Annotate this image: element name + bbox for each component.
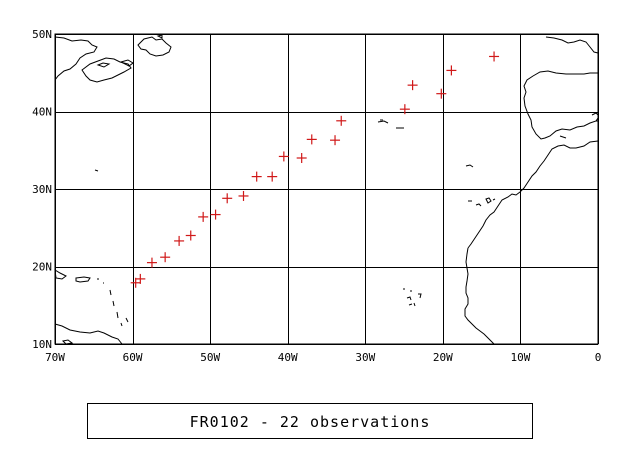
y-tick-label: 40N [32, 106, 52, 119]
observation-marker-4 [160, 252, 171, 263]
observation-marker-3 [146, 257, 157, 268]
coastline-cape-breton [119, 59, 134, 67]
coastline-iberia [523, 70, 599, 140]
coastline-puerto-rico [75, 276, 91, 283]
observation-marker-21 [446, 65, 457, 76]
y-axis-tick-labels: 10N 20N 30N 40N 50N [32, 28, 52, 351]
x-tick-label: 50W [200, 351, 220, 364]
coastline-pei [96, 62, 111, 68]
coastline-gibraltar [559, 135, 567, 139]
x-tick-label: 40W [278, 351, 298, 364]
x-tick-label: 20W [433, 351, 453, 364]
observation-marker-13 [278, 151, 289, 162]
x-tick-label: 30W [355, 351, 375, 364]
observation-marker-15 [306, 134, 317, 145]
observation-marker-20 [436, 88, 447, 99]
caption-text: FR0102 - 22 observations [189, 413, 431, 431]
island-madeira [465, 164, 474, 168]
observation-marker-5 [174, 235, 185, 246]
x-tick-label: 60W [123, 351, 143, 364]
observation-marker-19 [407, 80, 418, 91]
observation-marker-8 [210, 209, 221, 220]
observation-markers [130, 51, 500, 288]
y-tick-label: 50N [32, 28, 52, 41]
coastline-west-africa [464, 247, 495, 345]
coastline-small-island [156, 34, 163, 39]
coastlines [54, 34, 599, 345]
observation-marker-22 [489, 51, 500, 62]
island-cape-verde-b [406, 293, 422, 301]
observation-marker-18 [399, 104, 410, 115]
observation-marker-6 [185, 230, 196, 241]
coastline-trinidad [61, 339, 74, 345]
gridlines [55, 34, 599, 345]
x-tick-label: 10W [510, 351, 530, 364]
coastline-lesser-antilles [109, 289, 129, 327]
observation-marker-9 [222, 193, 233, 204]
coastline-brittany [545, 36, 599, 54]
observation-marker-7 [198, 211, 209, 222]
coastline-morocco [467, 140, 599, 249]
caption-box: FR0102 - 22 observations [87, 403, 533, 439]
island-cape-verde-c [408, 302, 416, 307]
observation-marker-2 [135, 273, 146, 284]
island-canaries-b [475, 203, 482, 207]
island-canaries-c [485, 197, 492, 204]
coastline-virgin-islands [97, 278, 104, 284]
plot-frame [54, 33, 599, 345]
island-bermuda [94, 169, 99, 172]
y-tick-label: 10N [32, 338, 52, 351]
observation-marker-14 [296, 153, 307, 163]
y-tick-label: 20N [32, 261, 52, 274]
x-tick-label: 70W [45, 351, 65, 364]
y-tick-label: 30N [32, 183, 52, 196]
coastline-south-america [54, 323, 123, 345]
x-axis-tick-labels: 70W 60W 50W 40W 30W 20W 10W 0 [45, 351, 601, 364]
coastline-nova-scotia [81, 57, 132, 83]
coastline-newfoundland [137, 36, 172, 57]
observation-marker-16 [330, 135, 341, 146]
island-cape-verde-a [403, 288, 412, 292]
observation-marker-12 [267, 171, 278, 182]
observation-marker-10 [238, 190, 249, 201]
observation-marker-17 [336, 115, 347, 126]
island-canaries-d [492, 198, 496, 201]
coastline-canada [54, 36, 98, 81]
x-tick-label: 0 [595, 351, 602, 364]
island-azores-a [377, 120, 389, 124]
observation-marker-11 [251, 171, 262, 182]
coastline-balearic [591, 112, 599, 116]
coastline-hispaniola [54, 269, 67, 280]
